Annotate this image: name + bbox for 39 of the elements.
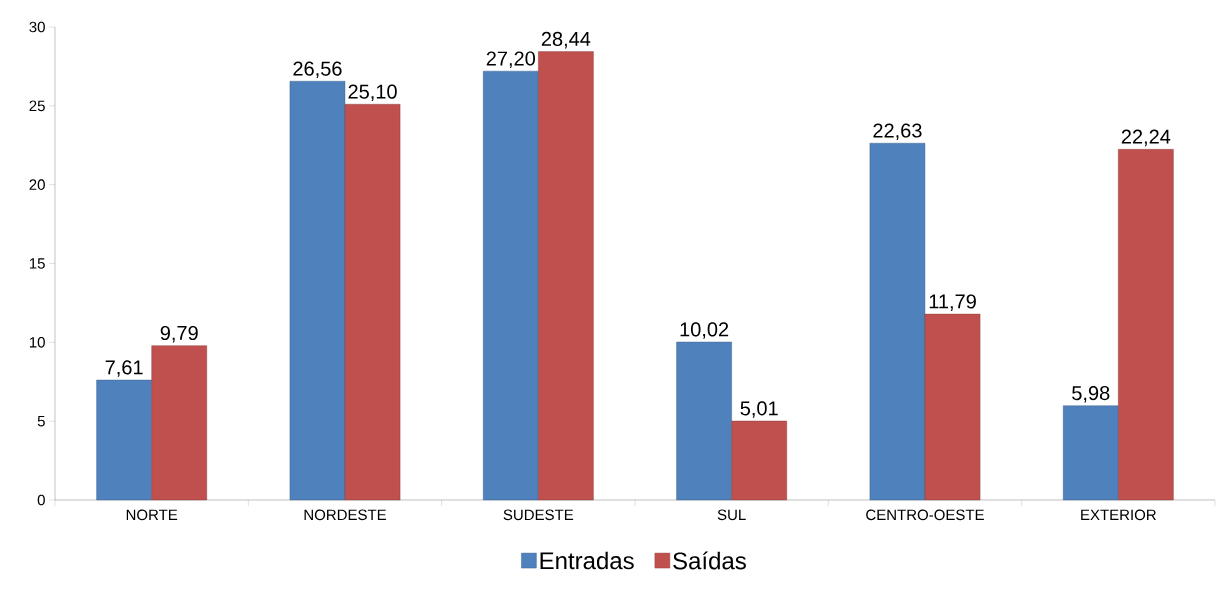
legend-label: Entradas xyxy=(540,551,634,570)
bar xyxy=(483,70,539,501)
legend-label: Saídas xyxy=(673,551,746,570)
y-tick-label: 10 xyxy=(29,337,45,348)
y-tick-label: 15 xyxy=(29,258,45,269)
data-label: 22,24 xyxy=(1121,129,1171,147)
bar xyxy=(289,81,346,501)
bar xyxy=(344,104,401,501)
y-tick-label: 5 xyxy=(37,415,45,427)
data-label: 11,79 xyxy=(929,294,976,311)
bar xyxy=(538,51,594,501)
bar xyxy=(1118,149,1174,501)
bar xyxy=(151,345,207,501)
bar xyxy=(869,142,926,501)
bar xyxy=(731,420,787,501)
data-label: 27,20 xyxy=(486,51,536,68)
x-tick-label: NORTE xyxy=(126,509,178,521)
data-label: 26,56 xyxy=(293,61,342,79)
data-label: 7,61 xyxy=(105,360,143,377)
y-tick-label: 30 xyxy=(29,21,45,33)
data-label: 5,98 xyxy=(1072,385,1110,403)
data-label: 9,79 xyxy=(160,325,198,343)
x-tick-label: CENTRO-OESTE xyxy=(866,509,984,521)
x-tick-label: SUDESTE xyxy=(503,509,574,521)
bar xyxy=(1063,405,1119,501)
x-tick-label: NORDESTE xyxy=(304,509,387,521)
data-label: 28,44 xyxy=(541,31,591,49)
x-tick-label: EXTERIOR xyxy=(1081,509,1156,521)
bar xyxy=(96,379,152,501)
data-label: 22,63 xyxy=(873,123,922,140)
x-tick-label: SUL xyxy=(717,509,746,521)
data-label: 5,01 xyxy=(740,401,778,418)
data-label: 10,02 xyxy=(680,322,729,339)
y-tick-label: 0 xyxy=(37,494,45,506)
y-tick-label: 20 xyxy=(29,179,45,190)
data-label: 25,10 xyxy=(348,84,397,102)
bar xyxy=(676,341,732,501)
y-tick-label: 25 xyxy=(29,100,45,112)
bar xyxy=(924,313,981,501)
